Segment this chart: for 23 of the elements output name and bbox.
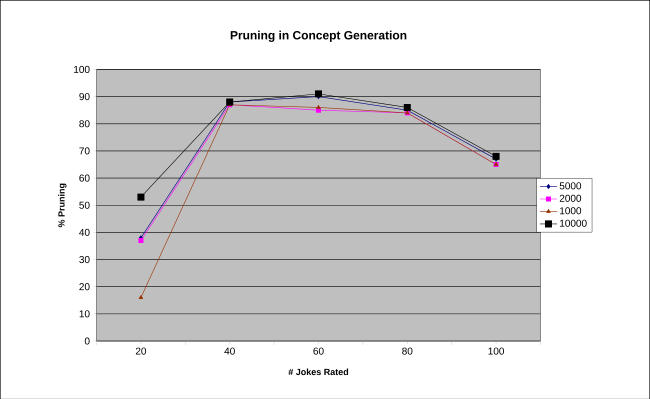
legend-label: 2000 (560, 194, 582, 202)
y-tick-label: 60 (79, 174, 90, 182)
x-tick-label: 80 (402, 347, 412, 354)
y-tick-label: 50 (79, 201, 90, 209)
y-tick-label: 40 (79, 228, 90, 236)
x-tick-label: 100 (488, 347, 504, 354)
y-tick-label: 80 (79, 120, 90, 128)
x-tick-label: 40 (224, 347, 235, 354)
y-tick-label: 30 (79, 256, 90, 263)
x-tick-label: 60 (313, 347, 324, 354)
y-tick-label: 90 (79, 92, 90, 100)
x-tick-label: 20 (136, 347, 146, 354)
legend-label: 10000 (560, 219, 587, 227)
y-tick-label: 70 (79, 147, 90, 154)
x-axis-title: # Jokes Rated (288, 368, 348, 375)
chart-title: Pruning in Concept Generation (230, 30, 406, 42)
legend-label: 5000 (560, 182, 582, 190)
y-tick-label: 0 (84, 337, 90, 344)
y-tick-label: 10 (80, 310, 90, 318)
y-tick-label: 100 (74, 66, 90, 73)
y-axis-title: % Pruning (58, 183, 66, 228)
y-tick-label: 20 (79, 282, 90, 290)
legend-label: 1000 (560, 207, 582, 214)
